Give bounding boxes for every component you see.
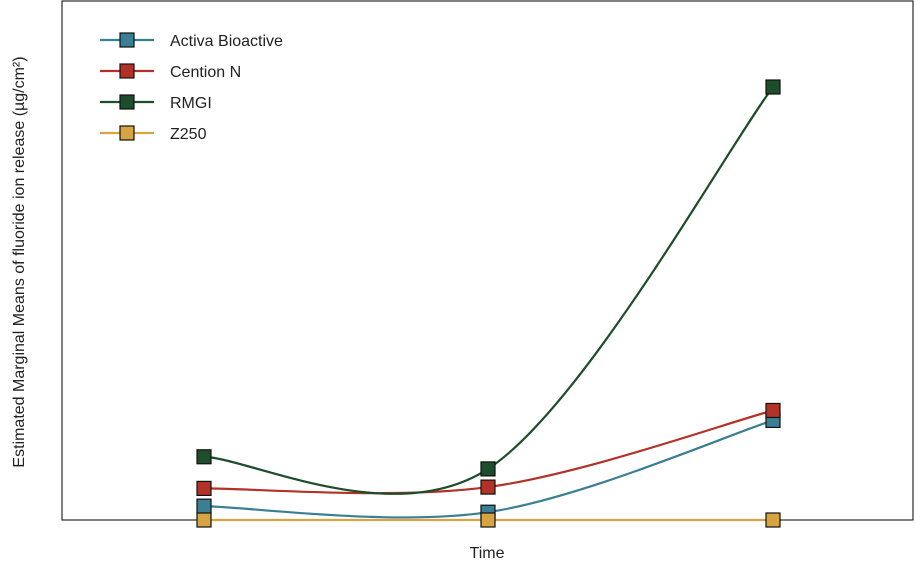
data-point: [196, 498, 212, 514]
legend-marker: [119, 94, 135, 110]
data-point: [196, 512, 212, 528]
legend-item: Cention N: [100, 63, 241, 81]
legend-marker: [119, 32, 135, 48]
data-point: [480, 479, 496, 495]
data-point: [480, 512, 496, 528]
legend-marker: [119, 63, 135, 79]
legend-label: Activa Bioactive: [170, 33, 283, 50]
legend-marker: [119, 125, 135, 141]
data-point: [480, 461, 496, 477]
legend-label: Z250: [170, 126, 207, 143]
data-point: [765, 512, 781, 528]
x-axis-label: Time: [470, 545, 505, 562]
series-z250: [196, 512, 781, 528]
series-rmgi: [196, 79, 781, 495]
series-line: [203, 86, 774, 495]
legend-item: RMGI: [100, 94, 212, 112]
series-layer: [196, 79, 781, 528]
legend-label: RMGI: [170, 95, 212, 112]
legend-label: Cention N: [170, 64, 241, 81]
series-cention-n: [196, 402, 781, 496]
legend-item: Z250: [100, 125, 207, 143]
data-point: [765, 79, 781, 95]
data-point: [196, 449, 212, 465]
legend: Activa Bioactive Cention N RMGI Z250: [100, 32, 283, 143]
data-point: [765, 402, 781, 419]
data-point: [196, 480, 212, 496]
legend-item: Activa Bioactive: [100, 32, 283, 50]
y-axis-label: Estimated Marginal Means of fluoride ion…: [11, 56, 28, 467]
